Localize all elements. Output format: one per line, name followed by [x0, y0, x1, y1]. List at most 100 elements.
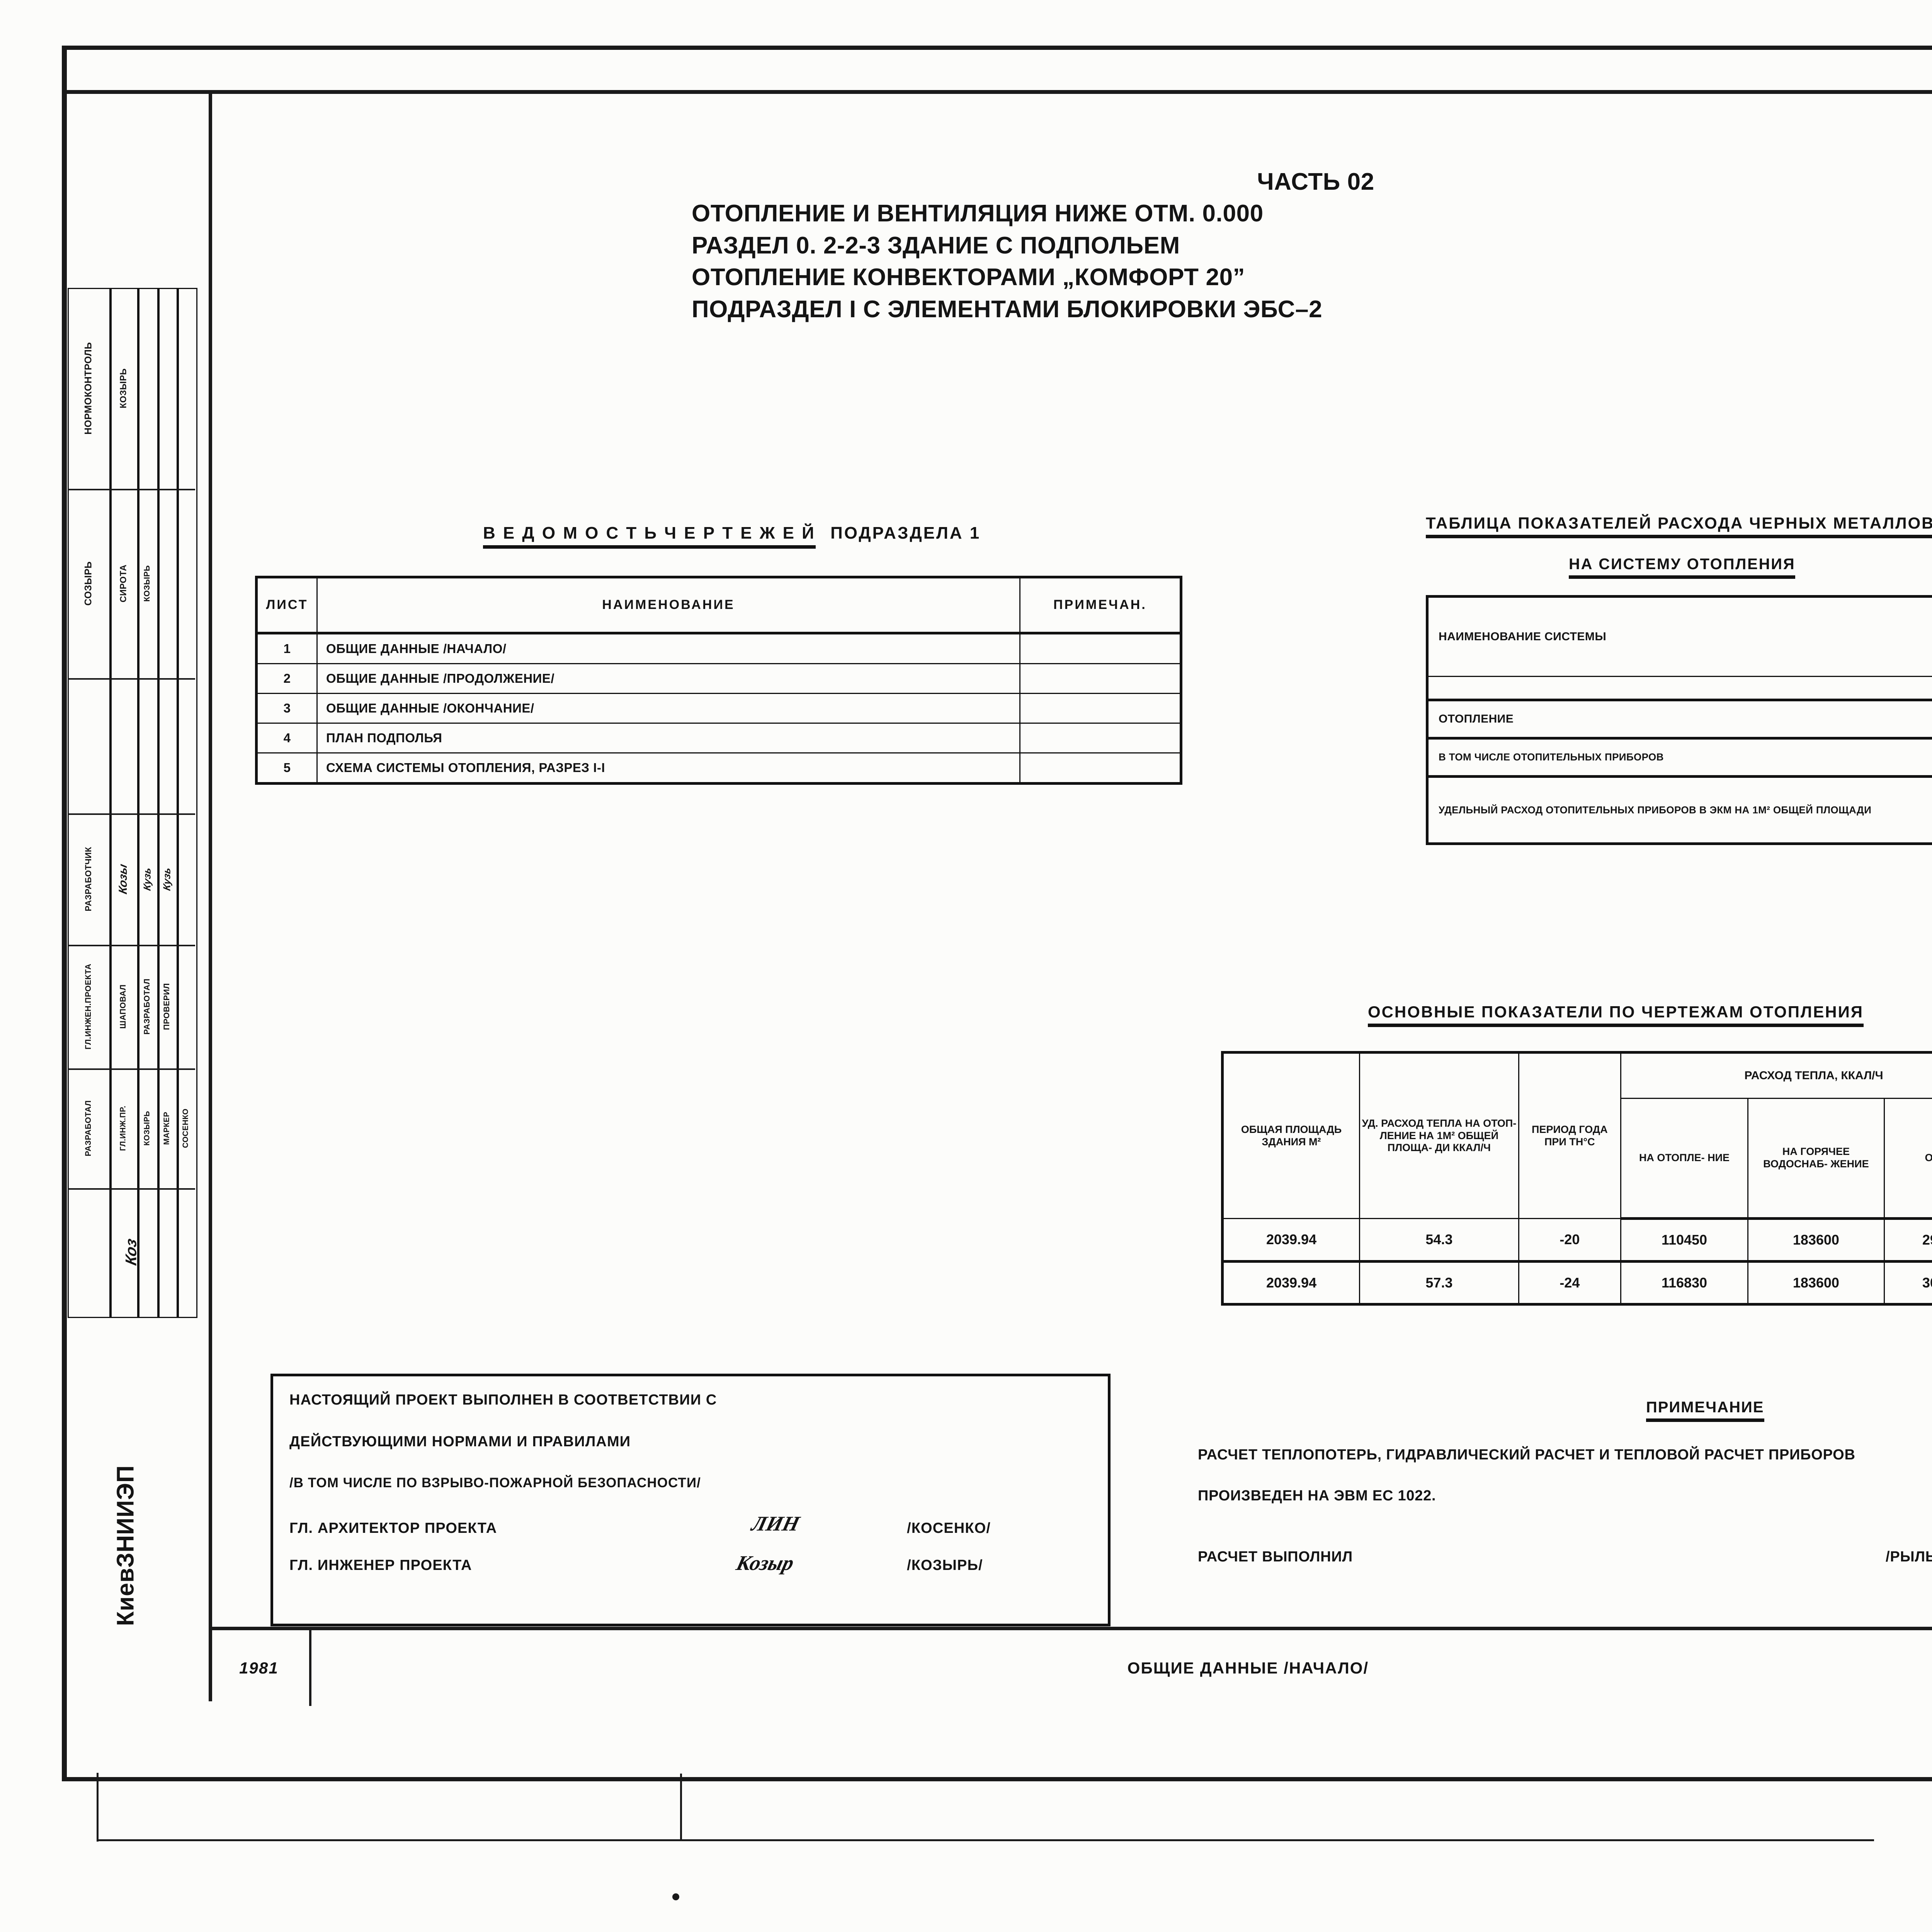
remark-caption: ПРИМЕЧАНИЕ: [1646, 1399, 1764, 1422]
table-row: 2039.94 57.3 -24 116830 183600 300430 10…: [1221, 1261, 1932, 1305]
organization-label: КиевЗНИИЭП: [112, 1465, 139, 1626]
title-line-5: ПОДРАЗДЕЛ I С ЭЛЕМЕНТАМИ БЛОКИРОВКИ ЭБС–…: [692, 296, 1323, 323]
bottom-title-block: 1981 ОБЩИЕ ДАННЫЕ /НАЧАЛО/ ТИПОВОЙ ПРОЕК…: [209, 1627, 1932, 1706]
stamp-name-sirota: СИРОТА: [118, 564, 128, 603]
header-note: ПРИМЕЧАН.: [1019, 577, 1182, 634]
indicators-caption: ОСНОВНЫЕ ПОКАЗАТЕЛИ ПО ЧЕРТЕЖАМ ОТОПЛЕНИ…: [1368, 1003, 1864, 1027]
stamp-col-sign: [109, 288, 139, 1318]
stamp-name-shapoval: ШАПОВАЛ: [119, 984, 128, 1029]
drawings-caption-main: В Е Д О М О С Т Ь Ч Е Р Т Е Ж Е Й: [483, 524, 816, 549]
header-sheet: ЛИСТ: [256, 577, 318, 634]
stamp-role-sozyr: СОЗЫРЬ: [83, 561, 94, 606]
scan-edge-line: [97, 1839, 1874, 1841]
compliance-line-1: НАСТОЯЩИЙ ПРОЕКТ ВЫПОЛНЕН В СООТВЕТСТВИИ…: [289, 1392, 717, 1408]
header-specific-heat: УД. РАСХОД ТЕПЛА НА ОТОП- ЛЕНИЕ НА 1М² О…: [1359, 1052, 1519, 1219]
title-line-4: ОТОПЛЕНИЕ КОНВЕКТОРАМИ „КОМФОРТ 20”: [692, 264, 1245, 291]
cell-heat-heating: 116830: [1620, 1261, 1749, 1305]
titleblock-sheet-name: ОБЩИЕ ДАННЫЕ /НАЧАЛО/: [1127, 1659, 1369, 1677]
header-period: ПЕРИОД ГОДА ПРИ tн°С: [1518, 1052, 1621, 1219]
header-heat-total: ОБЩИЙ: [1883, 1098, 1932, 1220]
heating-indicators-table: ОБЩАЯ ПЛОЩАДЬ ЗДАНИЯ М² УД. РАСХОД ТЕПЛА…: [1221, 1051, 1932, 1306]
stamp-divider: [68, 813, 195, 815]
metals-row-name: ОТОПЛЕНИЕ: [1426, 699, 1932, 740]
cell-total-area: 2039.94: [1221, 1218, 1361, 1263]
cell-specific-heat: 57.3: [1359, 1261, 1519, 1305]
metals-special-row: УДЕЛЬНЫЙ РАСХОД ОТОПИТЕЛЬНЫХ ПРИБОРОВ В …: [1426, 776, 1932, 844]
table-row: 5 СХЕМА СИСТЕМЫ ОТОПЛЕНИЯ, РАЗРЕЗ I-I: [256, 752, 1182, 784]
title-line-3: РАЗДЕЛ 0. 2-2-3 ЗДАНИЕ С ПОДПОЛЬЕМ: [692, 232, 1180, 259]
metals-consumption-table: НАИМЕНОВАНИЕ СИСТЕМЫ РАСХОД ЧЕРНЫХ МЕТАЛ…: [1426, 595, 1932, 845]
gost-stamp-column: НОРМОКОНТРОЛЬ КОЗЫРЬ СОЗЫРЬ СИРОТА КОЗЫР…: [68, 288, 197, 1318]
cell-heat-total: 300430: [1883, 1261, 1932, 1305]
title-line-2: ОТОПЛЕНИЕ И ВЕНТИЛЯЦИЯ НИЖЕ ОТМ. 0.000: [692, 200, 1264, 227]
stamp-role-developer: РАЗРАБОТЧИК: [83, 847, 93, 912]
stamp-name-kozyr-2: КОЗЫРЬ: [143, 565, 151, 602]
stamp-divider: [68, 1188, 195, 1190]
metals-caption-2: НА СИСТЕМУ ОТОПЛЕНИЯ: [1569, 556, 1796, 579]
stamp-col-c5: [177, 288, 197, 1318]
table-row: 3 ОБЩИЕ ДАННЫЕ /ОКОНЧАНИЕ/: [256, 693, 1182, 724]
cell-period: -24: [1518, 1261, 1621, 1305]
signature-architect: ЛИН: [749, 1512, 802, 1535]
table-row: ОТОПЛЕНИЕ 2.51 2.58 0.23 0.23 1.23 1.26 …: [1426, 699, 1932, 740]
drawings-list-table: ЛИСТ НАИМЕНОВАНИЕ ПРИМЕЧАН. 1 ОБЩИЕ ДАНН…: [255, 576, 1182, 785]
stamp-divider: [68, 678, 195, 680]
sheet-frame-top-band: [62, 46, 1932, 94]
stamp-signature-2: Кузь: [141, 866, 153, 892]
stamp-signature-block: Коз: [122, 1237, 140, 1267]
cell-sheet: 3: [256, 693, 318, 724]
stamp-name-kozyr: КОЗЫРЬ: [118, 368, 128, 408]
cell-note: [1019, 752, 1182, 784]
cell-name: ПЛАН ПОДПОЛЬЯ: [316, 723, 1020, 753]
stamp-role-developed-2: РАЗРАБОТАЛ: [84, 1100, 93, 1156]
stamp-name-marker: МАРКЕР: [162, 1112, 171, 1145]
table-row: 1 ОБЩИЕ ДАННЫЕ /НАЧАЛО/: [256, 633, 1182, 664]
stamp-role-gl-inzh: ГЛ.ИНЖ.ПР.: [119, 1105, 128, 1151]
cell-heat-total: 294050: [1883, 1218, 1932, 1263]
stamp-role-gip: ГЛ.ИНЖЕН.ПРОЕКТА: [84, 963, 93, 1050]
indicators-header-row-1: ОБЩАЯ ПЛОЩАДЬ ЗДАНИЯ М² УД. РАСХОД ТЕПЛА…: [1221, 1052, 1932, 1219]
cell-note: [1019, 693, 1182, 724]
cell-sheet: 2: [256, 663, 318, 694]
stamp-col-c4: [157, 288, 179, 1318]
remark-line-1: РАСЧЕТ ТЕПЛОПОТЕРЬ, ГИДРАВЛИЧЕСКИЙ РАСЧЕ…: [1198, 1447, 1855, 1463]
metals-temps-row: -20° -24° -20° -24° -20° -24° -20° -24°: [1426, 676, 1932, 701]
cell-sheet: 1: [256, 633, 318, 664]
compliance-line-3: /В ТОМ ЧИСЛЕ ПО ВЗРЫВО-ПОЖАРНОЙ БЕЗОПАСН…: [289, 1475, 701, 1490]
stamp-role-normcontrol: НОРМОКОНТРОЛЬ: [83, 342, 94, 435]
stamp-signature-1: Козы: [117, 863, 129, 895]
cell-sheet: 5: [256, 752, 318, 784]
scan-edge-line: [680, 1774, 682, 1841]
metals-special-name: УДЕЛЬНЫЙ РАСХОД ОТОПИТЕЛЬНЫХ ПРИБОРОВ В …: [1426, 776, 1932, 844]
cell-heat-heating: 110450: [1620, 1218, 1749, 1263]
stamp-divider: [68, 1068, 195, 1070]
cell-name: ОБЩИЕ ДАННЫЕ /ОКОНЧАНИЕ/: [316, 693, 1020, 724]
metals-group-header-row: НАИМЕНОВАНИЕ СИСТЕМЫ РАСХОД ЧЕРНЫХ МЕТАЛ…: [1426, 596, 1932, 677]
remark-calc-name: /РЫЛЬСКАЯ/: [1886, 1549, 1932, 1565]
cell-note: [1019, 663, 1182, 694]
cell-name: ОБЩИЕ ДАННЫЕ /ПРОДОЛЖЕНИЕ/: [316, 663, 1020, 694]
titleblock-year: 1981: [239, 1659, 279, 1677]
stamp-divider: [68, 945, 195, 946]
cell-period: -20: [1518, 1218, 1621, 1263]
stamp-role-developed: РАЗРАБОТАЛ: [143, 978, 151, 1035]
cell-note: [1019, 723, 1182, 753]
header-heat-group: РАСХОД ТЕПЛА, ККАЛ/Ч: [1620, 1052, 1932, 1099]
stamp-name-kozyr-3: КОЗЫРЬ: [143, 1111, 151, 1146]
drawings-caption: В Е Д О М О С Т Ь Ч Е Р Т Е Ж Е Й подраз…: [483, 524, 981, 549]
remark-line-2: ПРОИЗВЕДЕН НА ЭВМ ЕС 1022.: [1198, 1488, 1436, 1504]
cell-name: СХЕМА СИСТЕМЫ ОТОПЛЕНИЯ, РАЗРЕЗ I-I: [316, 752, 1020, 784]
stamp-signature-3: Кузь: [161, 866, 173, 892]
metals-caption-1: ТАБЛИЦА ПОКАЗАТЕЛЕЙ РАСХОДА ЧЕРНЫХ МЕТАЛ…: [1426, 514, 1932, 538]
stamp-role-checked: ПРОВЕРИЛ: [162, 983, 171, 1030]
sheet-frame-outer: [62, 46, 1932, 1781]
compliance-name-architect: /КОСЕНКО/: [907, 1520, 991, 1536]
table-row: 2 ОБЩИЕ ДАННЫЕ /ПРОДОЛЖЕНИЕ/: [256, 663, 1182, 694]
stamp-col-role: [68, 288, 112, 1318]
titleblock-sheetname-cell: ОБЩИЕ ДАННЫЕ /НАЧАЛО/: [309, 1630, 1932, 1706]
cell-name: ОБЩИЕ ДАННЫЕ /НАЧАЛО/: [316, 633, 1020, 664]
signature-engineer: Козыр: [734, 1551, 796, 1575]
table-row: 4 ПЛАН ПОДПОЛЬЯ: [256, 723, 1182, 753]
title-line-1: ЧАСТЬ 02: [1257, 168, 1374, 195]
